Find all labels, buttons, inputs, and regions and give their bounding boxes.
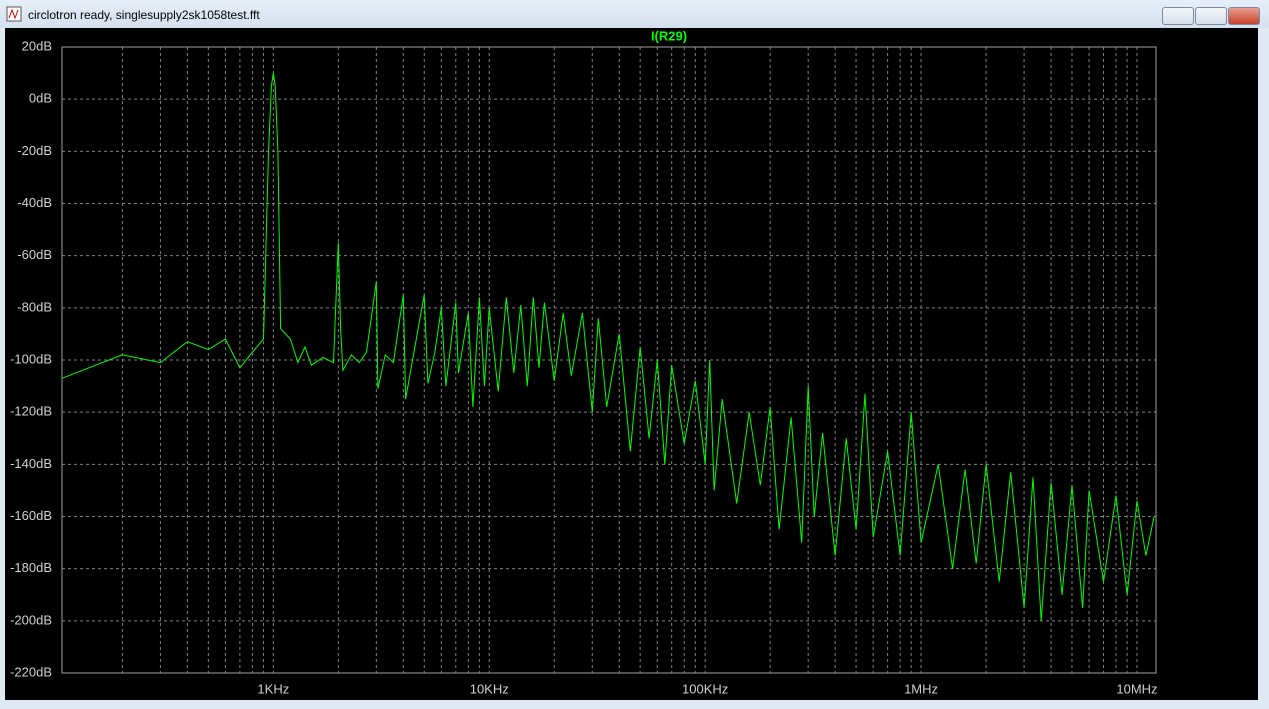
title-bar: circlotron ready, singlesupply2sk1058tes… xyxy=(0,0,1269,28)
y-tick-label: -200dB xyxy=(10,612,52,627)
x-tick-label: 10KHz xyxy=(470,681,509,696)
maximize-button[interactable] xyxy=(1195,7,1227,25)
y-tick-label: -40dB xyxy=(17,195,52,210)
series-line xyxy=(61,73,1155,621)
plot-background xyxy=(5,28,1258,700)
app-icon xyxy=(6,6,22,22)
y-tick-label: -180dB xyxy=(10,560,52,575)
legend-label: I(R29) xyxy=(651,28,687,43)
y-tick-label: -100dB xyxy=(10,351,52,366)
x-tick-label: 10MHz xyxy=(1116,681,1157,696)
close-button[interactable] xyxy=(1228,7,1260,25)
y-tick-label: -20dB xyxy=(17,143,52,158)
x-tick-label: 1MHz xyxy=(904,681,938,696)
chart: 20dB 0dB -20dB -40dB -60dB -80dB -100dB -120dB -… xyxy=(5,28,1258,700)
y-tick-label: -220dB xyxy=(10,664,52,679)
y-tick-label: -60dB xyxy=(17,247,52,262)
plot-frame xyxy=(61,46,1157,674)
x-tick-label: 100KHz xyxy=(682,681,728,696)
window-title: circlotron ready, singlesupply2sk1058tes… xyxy=(28,8,260,22)
y-tick-label: -140dB xyxy=(10,456,52,471)
minimize-button[interactable] xyxy=(1162,7,1194,25)
y-tick-label: -120dB xyxy=(10,404,52,419)
x-tick-label: 1KHz xyxy=(257,681,289,696)
y-tick-label: -80dB xyxy=(17,299,52,314)
y-tick-label: 0dB xyxy=(29,91,52,106)
y-tick-label: -160dB xyxy=(10,508,52,523)
y-tick-label: 20dB xyxy=(22,38,52,53)
